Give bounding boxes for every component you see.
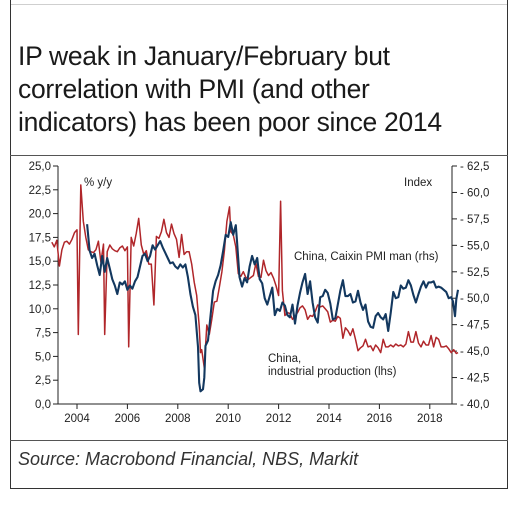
left-axis-label: % y/y [84,177,112,189]
source-note: Source: Macrobond Financial, NBS, Markit [18,449,359,469]
pmi-series-label: China, Caixin PMI man (rhs) [294,251,439,263]
left-tick-label: 15,0 [29,256,51,268]
left-tick-label: 10,0 [29,304,51,316]
right-tick-label: - 40,0 [460,399,489,411]
axes-layer: 0,0 2,5 5,0 7,5 10,0 12,5 15,0 17,5 20,0 22,5 25,0… [29,161,490,425]
left-tick-label: 2,5 [35,375,51,387]
right-tick-label: - 42,5 [460,373,489,385]
right-tick-label: - 60,0 [460,187,489,199]
right-tick-label: - 62,5 [460,161,489,173]
left-tick-label: 22,5 [29,185,51,197]
ip-series-line [51,184,459,369]
left-tick-label: 12,5 [29,280,51,292]
title-line-3: indicators) has been poor since 2014 [18,107,442,137]
figure-frame [10,0,508,489]
x-tick-label: 2012 [266,413,292,425]
chart-title: IP weak in January/February but correlat… [18,40,498,139]
right-tick-label: - 57,5 [460,214,489,226]
left-tick-label: 20,0 [29,209,51,221]
title-separator [10,155,508,156]
right-tick-label: - 55,0 [460,240,489,252]
left-tick-label: 0,0 [35,399,51,411]
title-line-1: IP weak in January/February but [18,41,390,71]
ip-series-label-line-1: China, [268,353,301,365]
right-axis-label: Index [404,177,432,189]
x-tick-label: 2018 [417,413,443,425]
ip-series-label-line-2: industrial production (lhs) [268,366,397,378]
x-tick-label: 2006 [115,413,141,425]
source-separator [10,440,508,441]
left-tick-label: 7,5 [35,328,51,340]
left-tick-label: 5,0 [35,351,51,363]
right-tick-label: - 45,0 [460,346,489,358]
x-tick-label: 2004 [64,413,90,425]
left-tick-label: 25,0 [29,161,51,173]
x-tick-label: 2014 [316,413,342,425]
right-tick-label: - 52,5 [460,267,489,279]
left-tick-label: 17,5 [29,232,51,244]
top-rule [10,4,508,5]
right-tick-label: - 50,0 [460,293,489,305]
title-line-2: correlation with PMI (and other [18,74,370,104]
right-tick-label: - 47,5 [460,320,489,332]
x-tick-label: 2016 [367,413,393,425]
series-layer [51,184,460,393]
x-tick-label: 2008 [165,413,191,425]
x-tick-label: 2010 [215,413,241,425]
pmi-series-line [86,221,460,393]
